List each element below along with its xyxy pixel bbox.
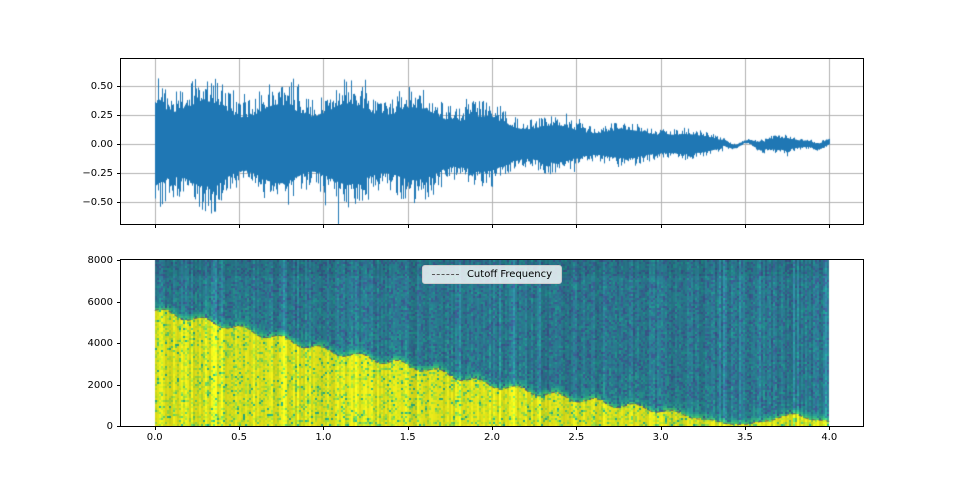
spectrogram-x-tick-label: 0.0: [146, 432, 163, 443]
spectrogram-x-tickmark: [576, 426, 578, 430]
spectrogram-x-tickmark: [154, 426, 156, 430]
waveform-x-tickmark: [576, 224, 578, 228]
waveform-y-tick-label: 0.00: [90, 138, 113, 150]
spectrogram-y-tickmark: [117, 426, 121, 427]
waveform-x-tickmark: [323, 224, 325, 228]
spectrogram-y-tick-label: 4000: [87, 338, 113, 349]
waveform-y-tickmark: [117, 201, 121, 203]
waveform-x-tickmark: [407, 224, 409, 228]
waveform-y-tickmark: [117, 172, 121, 174]
spectrogram-x-tick-label: 1.0: [315, 432, 332, 443]
spectrogram-x-tick-label: 3.5: [737, 432, 753, 443]
spectrogram-x-tick-label: 2.5: [568, 432, 585, 443]
spectrogram-y-tick-label: 2000: [87, 379, 113, 391]
spectrogram-x-tick-label: 2.0: [484, 432, 500, 443]
waveform-x-tickmark: [239, 224, 241, 228]
spectrogram-x-tick-label: 3.0: [652, 432, 669, 443]
spectrogram-y-tickmark: [117, 260, 121, 261]
spectrogram-x-tickmark: [407, 426, 409, 430]
legend-label: Cutoff Frequency: [466, 269, 553, 280]
spectrogram-x-tickmark: [744, 426, 746, 430]
spectrogram-y-tickmark: [117, 343, 121, 344]
spectrogram-x-tickmark: [492, 426, 493, 430]
waveform-canvas: [121, 59, 863, 224]
spectrogram-x-tickmark: [829, 426, 831, 430]
waveform-y-tick-label: 0.50: [90, 81, 113, 93]
spectrogram-y-tick-label: 8000: [87, 255, 113, 266]
dashed-line-icon: [431, 274, 459, 275]
waveform-x-tickmark: [829, 224, 831, 228]
waveform-x-tickmark: [744, 224, 746, 228]
waveform-plot: 0.50 0.25 0.00 −0.25 −0.50: [82, 58, 864, 228]
waveform-y-tick-label: −0.25: [82, 167, 113, 179]
waveform-y-tickmark: [117, 86, 121, 88]
waveform-x-tickmark: [492, 224, 493, 228]
waveform-y-tickmark: [117, 115, 121, 117]
spectrogram-canvas: [121, 260, 863, 426]
waveform-y-tickmark: [117, 143, 121, 145]
waveform-y-tick-label: 0.25: [90, 110, 113, 122]
spectrogram-x-tickmark: [660, 426, 662, 430]
spectrogram-y-tick-label: 6000: [87, 296, 113, 308]
spectrogram-x-tickmark: [323, 426, 325, 430]
waveform-x-tickmark: [660, 224, 662, 228]
spectrogram-x-tick-label: 1.5: [399, 432, 416, 443]
spectrogram-y-tick-label: 0: [106, 421, 113, 432]
legend: Cutoff Frequency: [421, 265, 563, 284]
waveform-y-tick-label: −0.50: [82, 196, 113, 208]
waveform-x-tickmark: [154, 224, 156, 228]
spectrogram-y-tickmark: [117, 384, 121, 386]
spectrogram-y-tickmark: [117, 301, 121, 303]
spectrogram-plot: Cutoff Frequency 0.0 0.5 1.0 1.5 2.0 2.5 3.0 3.…: [88, 256, 864, 443]
spectrogram-x-tickmark: [239, 426, 241, 430]
spectrogram-x-tick-label: 0.5: [231, 432, 247, 443]
spectrogram-x-tick-label: 4.0: [821, 432, 838, 443]
